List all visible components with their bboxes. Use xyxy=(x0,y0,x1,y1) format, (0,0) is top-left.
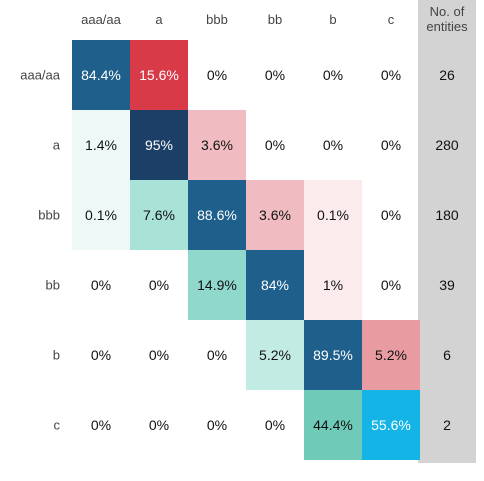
cell-value-5-3: 0% xyxy=(265,417,285,433)
cell-value-5-4: 44.4% xyxy=(313,417,353,433)
cell-value-1-4: 0% xyxy=(323,137,343,153)
count-value-3: 39 xyxy=(439,277,455,293)
cell-value-4-1: 0% xyxy=(149,347,169,363)
cell-value-2-4: 0.1% xyxy=(317,207,349,223)
cell-value-4-3: 5.2% xyxy=(259,347,291,363)
cell-value-5-1: 0% xyxy=(149,417,169,433)
cell-value-3-3: 84% xyxy=(261,277,289,293)
cell-value-5-5: 55.6% xyxy=(371,417,411,433)
heatmap-cell-5-4 xyxy=(304,390,362,460)
cell-value-3-5: 0% xyxy=(381,277,401,293)
cell-value-3-2: 14.9% xyxy=(197,277,237,293)
cell-value-0-2: 0% xyxy=(207,67,227,83)
row-label-4: b xyxy=(53,348,60,363)
cell-value-0-1: 15.6% xyxy=(139,67,179,83)
cell-value-0-5: 0% xyxy=(381,67,401,83)
heatmap-cell-2-0 xyxy=(72,180,130,250)
cell-value-1-3: 0% xyxy=(265,137,285,153)
cell-value-0-3: 0% xyxy=(265,67,285,83)
heatmap-cell-4-5 xyxy=(362,320,420,390)
cell-value-0-0: 84.4% xyxy=(81,67,121,83)
row-label-2: bbb xyxy=(38,208,60,223)
column-label-5: c xyxy=(388,12,395,27)
cell-value-4-4: 89.5% xyxy=(313,347,353,363)
count-header-line-1: entities xyxy=(426,19,468,34)
cell-value-3-4: 1% xyxy=(323,277,343,293)
heatmap-cell-1-1 xyxy=(130,110,188,180)
column-label-0: aaa/aa xyxy=(81,12,122,27)
cell-value-1-2: 3.6% xyxy=(201,137,233,153)
cell-value-2-5: 0% xyxy=(381,207,401,223)
heatmap-cell-2-2 xyxy=(188,180,246,250)
cell-value-2-3: 3.6% xyxy=(259,207,291,223)
heatmap-cell-1-0 xyxy=(72,110,130,180)
heatmap-cell-3-3 xyxy=(246,250,304,320)
count-values: 26 280 180 39 6 2 xyxy=(435,67,459,433)
heatmap-cell-3-4 xyxy=(304,250,362,320)
heatmap-cell-0-1 xyxy=(130,40,188,110)
row-label-3: bb xyxy=(46,278,60,293)
heatmap-cell-5-5 xyxy=(362,390,420,460)
cell-value-4-0: 0% xyxy=(91,347,111,363)
cell-value-3-0: 0% xyxy=(91,277,111,293)
cell-value-1-0: 1.4% xyxy=(85,137,117,153)
heatmap-cell-2-3 xyxy=(246,180,304,250)
count-column-background xyxy=(418,0,476,463)
cell-value-3-1: 0% xyxy=(149,277,169,293)
cell-value-0-4: 0% xyxy=(323,67,343,83)
column-label-4: b xyxy=(329,12,336,27)
column-label-1: a xyxy=(155,12,163,27)
count-value-0: 26 xyxy=(439,67,455,83)
cell-value-2-1: 7.6% xyxy=(143,207,175,223)
cell-value-2-0: 0.1% xyxy=(85,207,117,223)
count-value-4: 6 xyxy=(443,347,451,363)
column-label-3: bb xyxy=(268,12,282,27)
count-value-1: 280 xyxy=(435,137,459,153)
count-value-2: 180 xyxy=(435,207,459,223)
cell-value-1-1: 95% xyxy=(145,137,173,153)
heatmap-cell-2-1 xyxy=(130,180,188,250)
count-header-line-0: No. of xyxy=(430,4,465,19)
heatmap-cell-4-3 xyxy=(246,320,304,390)
heatmap-cell-3-2 xyxy=(188,250,246,320)
heatmap-cell-4-4 xyxy=(304,320,362,390)
row-label-0: aaa/aa xyxy=(20,68,61,83)
heatmap-cells: 84.4% 15.6% 0% 0% 0% 0% 1.4% 95% 3.6% 0% 0% 0% 0.1% 7… xyxy=(72,40,420,460)
cell-value-4-5: 5.2% xyxy=(375,347,407,363)
row-label-5: c xyxy=(54,418,61,433)
cell-value-2-2: 88.6% xyxy=(197,207,237,223)
cell-value-1-5: 0% xyxy=(381,137,401,153)
heatmap-cell-2-4 xyxy=(304,180,362,250)
count-value-5: 2 xyxy=(443,417,451,433)
cell-value-5-0: 0% xyxy=(91,417,111,433)
row-label-1: a xyxy=(53,138,61,153)
column-label-2: bbb xyxy=(206,12,228,27)
cell-value-4-2: 0% xyxy=(207,347,227,363)
column-labels: aaa/aa a bbb bb b c xyxy=(81,12,395,27)
heatmap-cell-1-2 xyxy=(188,110,246,180)
cell-value-5-2: 0% xyxy=(207,417,227,433)
heatmap-cell-0-0 xyxy=(72,40,130,110)
